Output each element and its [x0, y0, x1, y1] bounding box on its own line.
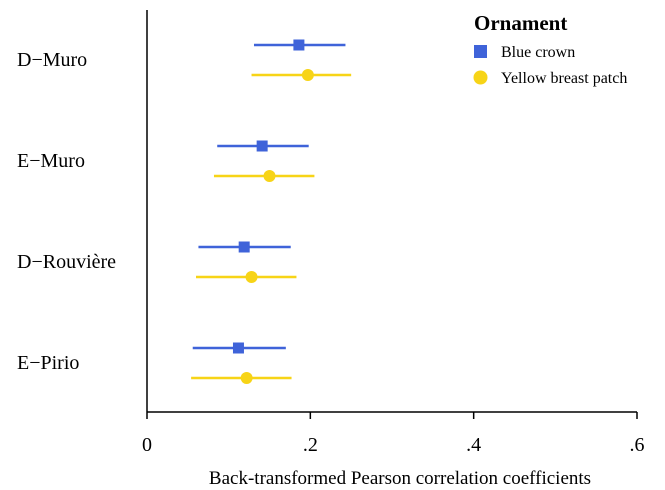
legend-label: Yellow breast patch [501, 70, 627, 87]
legend-marker-circle [473, 70, 488, 85]
estimate-square [232, 342, 244, 354]
estimate-square [238, 241, 250, 253]
estimate-square [256, 140, 268, 152]
x-tick-label: 0 [142, 434, 152, 456]
category-label: D−Muro [17, 49, 87, 71]
estimate-circle [245, 271, 258, 283]
legend-title: Ornament [474, 11, 567, 35]
x-tick-label: .2 [303, 434, 318, 456]
x-tick-label: .6 [630, 434, 645, 456]
estimate-circle [301, 69, 314, 81]
legend-marker-square [474, 45, 487, 58]
category-label: D−Rouvière [17, 251, 116, 273]
legend: Ornament Blue crown Yellow breast patch [473, 11, 627, 87]
estimate-circle [263, 170, 276, 182]
x-tick-label: .4 [466, 434, 481, 456]
category-label: E−Muro [17, 150, 85, 172]
legend-label: Blue crown [501, 44, 575, 61]
estimate-circle [240, 372, 253, 384]
category-label: E−Pirio [17, 352, 79, 374]
plot-area: 0 .2 .4 .6 D−Muro E−Muro D−Rouvière E−Pirio [17, 10, 645, 456]
estimate-square [293, 39, 305, 51]
x-axis-label: Back-transformed Pearson correlation coe… [209, 468, 591, 489]
